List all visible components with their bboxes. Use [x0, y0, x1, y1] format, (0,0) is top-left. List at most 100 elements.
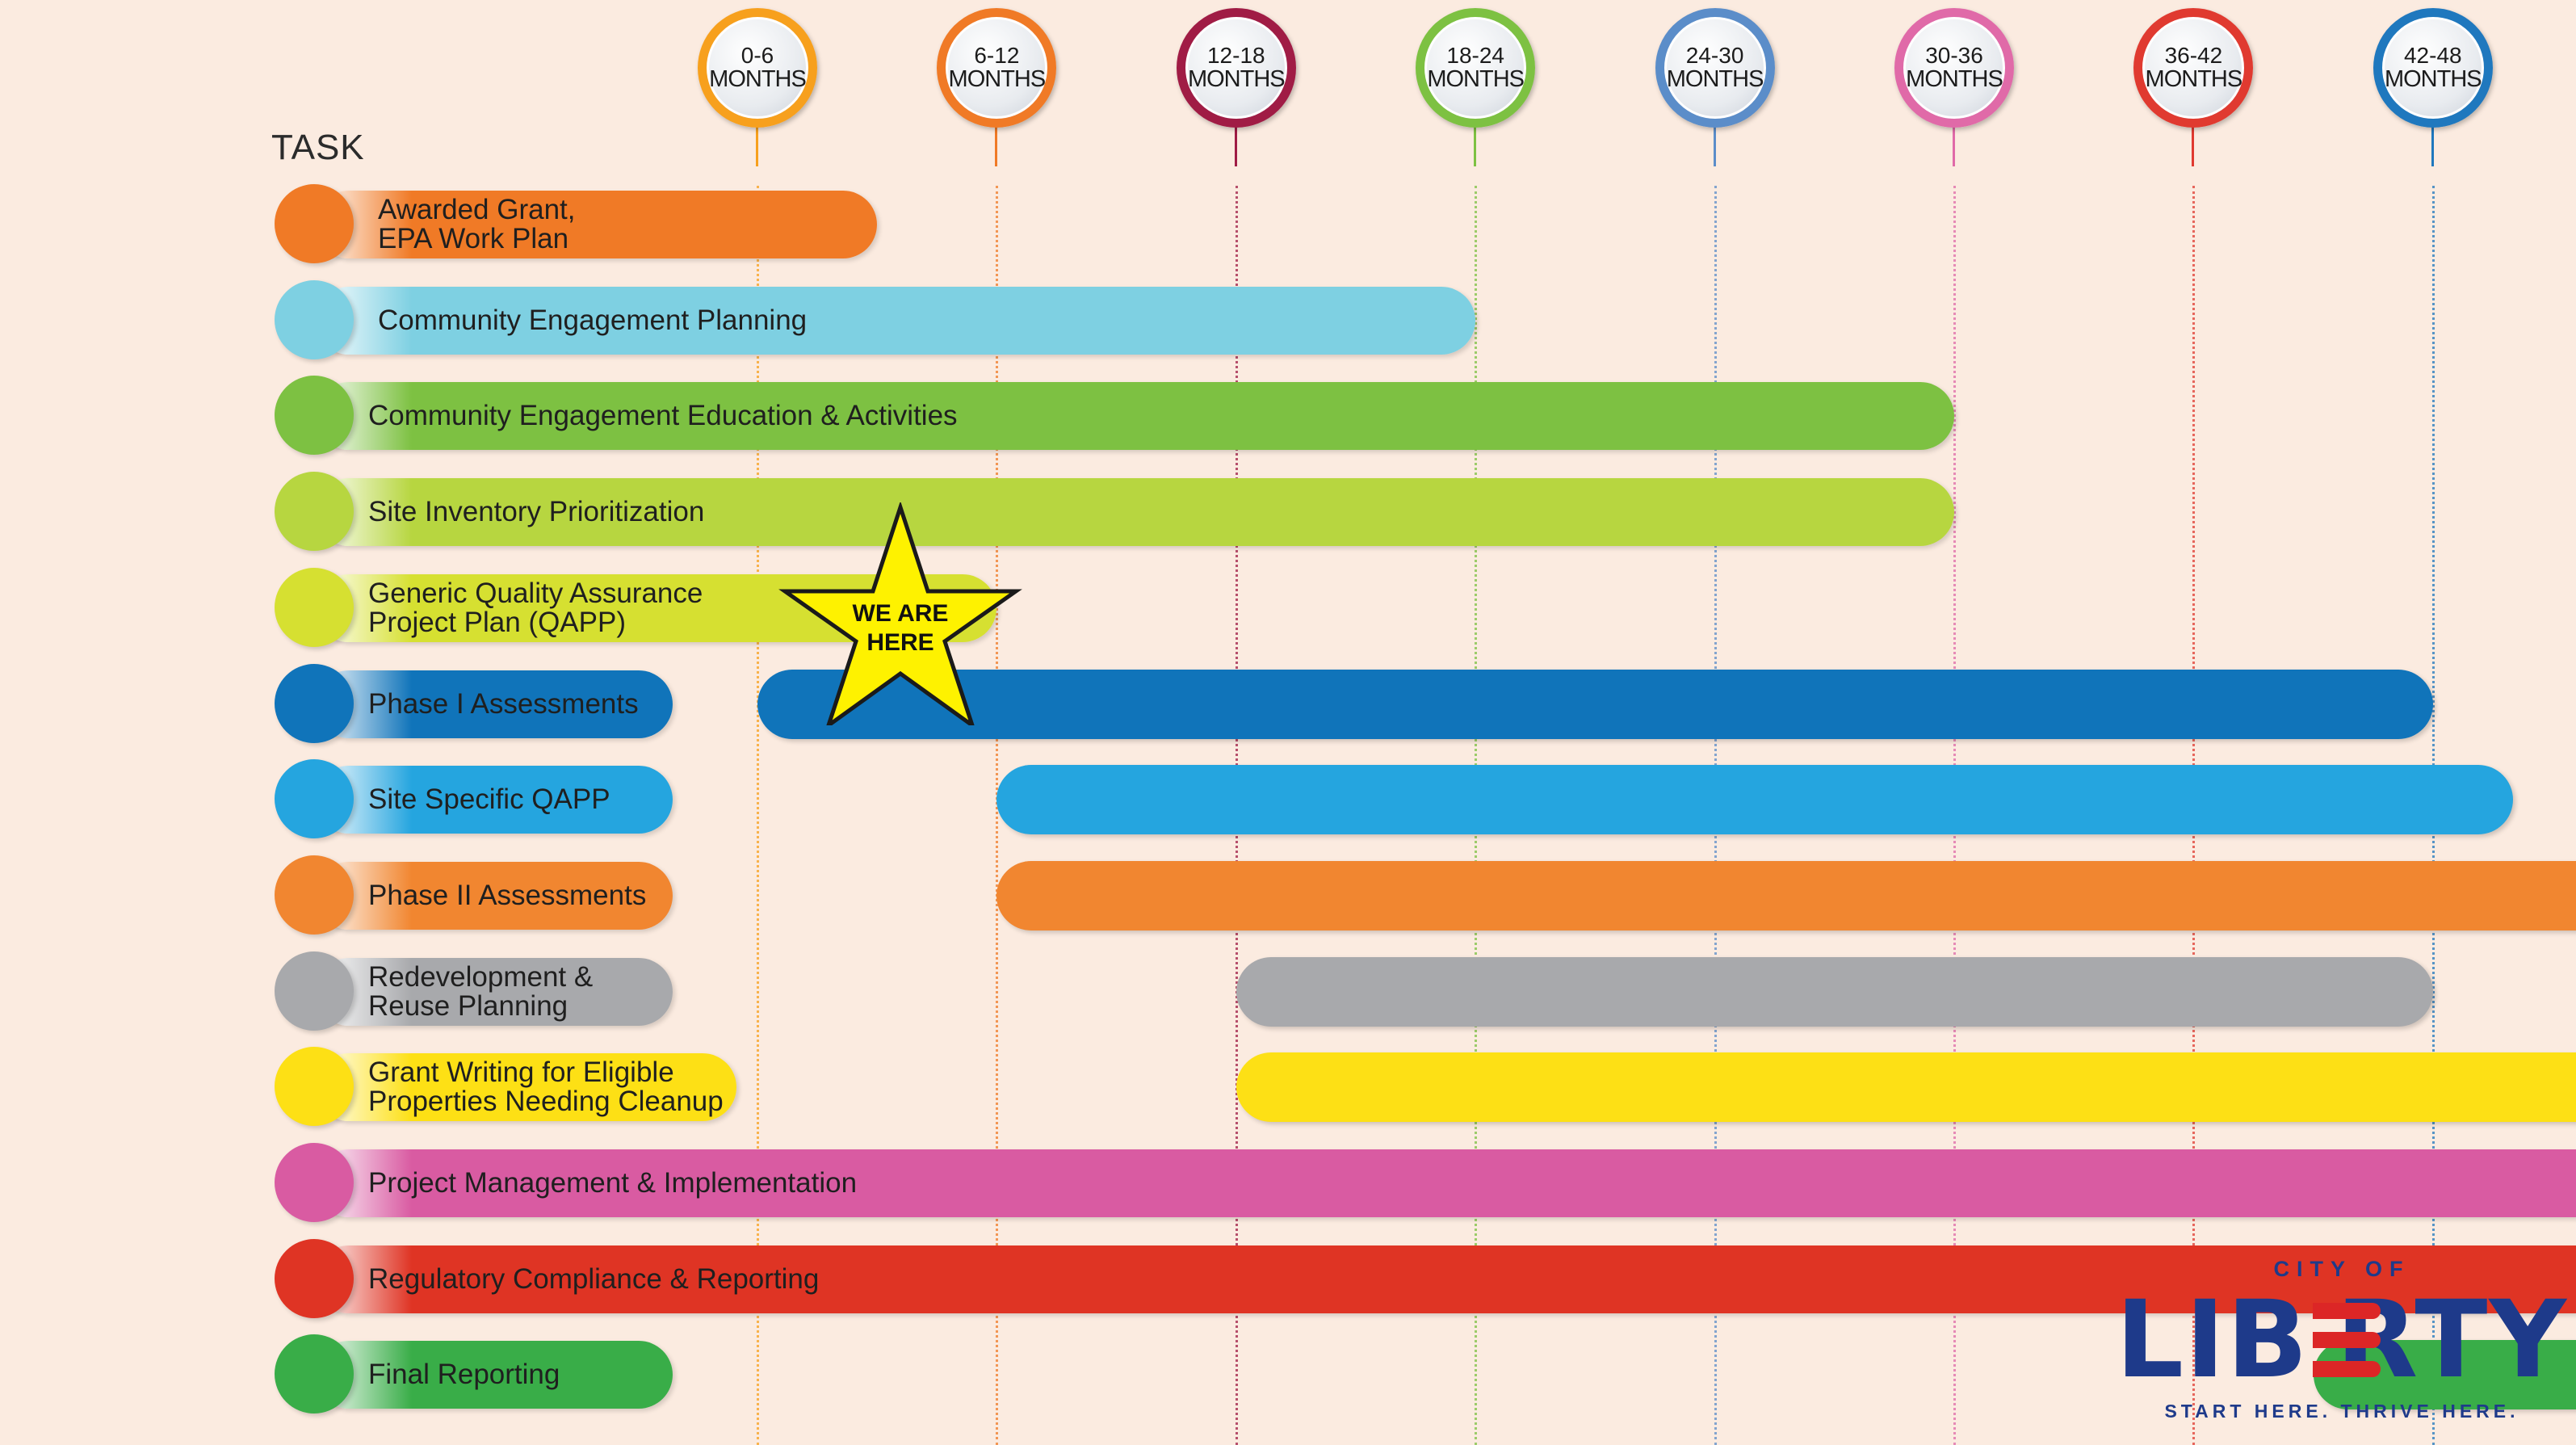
task-label-pill — [315, 861, 673, 930]
task-label: Project Management & Implementation — [368, 1143, 857, 1224]
task-label-pill — [315, 478, 1954, 547]
task-label-line: Phase I Assessments — [368, 687, 639, 720]
task-label-line: Awarded Grant, — [378, 194, 576, 225]
task-label-line: Generic Quality Assurance — [368, 577, 703, 609]
month-marker-pin — [2192, 121, 2195, 166]
month-marker-unit: MONTHS — [2384, 66, 2482, 92]
task-row: Phase I Assessments — [275, 663, 2132, 745]
task-label-line: Community Engagement Education & Activit… — [368, 400, 958, 432]
task-label-line: Reuse Planning — [368, 989, 568, 1022]
task-row: Phase II Assessments — [275, 855, 2132, 936]
month-marker-range: 12-18 — [1206, 43, 1265, 68]
month-marker-unit: MONTHS — [1666, 66, 1764, 92]
task-label-pill — [315, 1341, 673, 1409]
month-marker-pin — [756, 121, 758, 166]
task-label-line: Final Reporting — [368, 1359, 560, 1391]
task-label-pill — [315, 1149, 2576, 1217]
month-marker-unit: MONTHS — [709, 66, 807, 92]
task-label-line: EPA Work Plan — [378, 223, 569, 254]
month-marker-pin — [1713, 121, 1716, 166]
month-marker-42-48: 42-48 MONTHS — [2373, 8, 2493, 128]
month-marker-range: 42-48 — [2403, 43, 2462, 68]
task-row: Final Reporting — [275, 1334, 2132, 1415]
task-bullet-icon — [275, 759, 354, 839]
task-label: Phase II Assessments — [368, 855, 646, 936]
task-label-line: Redevelopment & — [368, 960, 594, 993]
task-label: Phase I Assessments — [368, 664, 639, 745]
month-marker-36-42: 36-42 MONTHS — [2133, 8, 2254, 128]
city-of-liberty-logo: CITY OF LIB RTY START HERE. THRIVE HERE. — [2116, 1252, 2568, 1430]
month-marker-unit: MONTHS — [1427, 66, 1525, 92]
task-row: Community Engagement Education & Activit… — [275, 376, 2132, 456]
month-marker-30-36: 30-36 MONTHS — [1894, 8, 2014, 128]
month-marker-unit: MONTHS — [948, 66, 1047, 92]
task-bullet-icon — [275, 855, 354, 935]
month-marker-pin — [1953, 121, 1955, 166]
task-label: Community Engagement Planning — [378, 280, 807, 361]
task-label-pill — [315, 670, 673, 738]
task-row: Site Specific QAPP — [275, 759, 2132, 840]
task-timeline-bar — [1236, 956, 2433, 1027]
month-marker-pin — [2431, 121, 2434, 166]
task-label: Final Reporting — [368, 1334, 560, 1415]
task-row: Generic Quality Assurance Project Plan (Q… — [275, 567, 2132, 649]
task-label: Site Specific QAPP — [368, 759, 610, 840]
task-label-pill — [315, 766, 673, 834]
task-row: Redevelopment & Reuse Planning — [275, 951, 2132, 1032]
task-label: Grant Writing for Eligible Properties Nee… — [368, 1047, 724, 1128]
task-label: Awarded Grant, EPA Work Plan — [378, 184, 576, 265]
task-label-line: Project Management & Implementation — [368, 1167, 858, 1199]
month-marker-24-30: 24-30 MONTHS — [1655, 8, 1775, 128]
task-row: Community Engagement Planning — [275, 279, 2132, 361]
task-bullet-icon — [275, 663, 354, 743]
task-bullet-icon — [275, 951, 354, 1031]
task-bullet-icon — [275, 376, 354, 456]
month-gridline — [757, 186, 759, 1445]
month-marker-unit: MONTHS — [2145, 66, 2243, 92]
task-bullet-icon — [275, 1238, 354, 1318]
task-bullet-icon — [275, 1143, 354, 1222]
month-gridline — [996, 186, 999, 1445]
logo-wordmark-left: LIB — [2116, 1278, 2310, 1402]
task-row: Grant Writing for Eligible Properties Nee… — [275, 1047, 2132, 1128]
month-marker-pin — [995, 121, 998, 166]
month-marker-pin — [1474, 121, 1477, 166]
task-label-pill — [315, 957, 673, 1026]
month-marker-0-6: 0-6 MONTHS — [698, 8, 817, 128]
we-are-here-star: WE ARE HERE — [775, 500, 1026, 731]
task-label-line: Site Inventory Prioritization — [368, 496, 705, 528]
month-marker-range: 0-6 — [740, 43, 774, 68]
task-label-pill — [315, 191, 878, 258]
task-row: Awarded Grant, EPA Work Plan — [275, 184, 2132, 265]
task-timeline-bar — [1236, 1052, 2576, 1123]
task-label: Redevelopment & Reuse Planning — [368, 951, 593, 1032]
logo-tagline: START HERE. THRIVE HERE. — [2164, 1401, 2519, 1422]
task-bullet-icon — [275, 1334, 354, 1414]
month-marker-unit: MONTHS — [1906, 66, 2003, 92]
task-label-pill — [315, 1053, 736, 1122]
task-label-line: Properties Needing Cleanup — [368, 1086, 724, 1118]
month-marker-6-12: 6-12 MONTHS — [937, 8, 1057, 128]
task-bullet-icon — [275, 279, 354, 359]
month-marker-range: 6-12 — [974, 43, 1020, 68]
task-row: Project Management & Implementation — [275, 1143, 2576, 1224]
month-marker-pin — [1234, 121, 1237, 166]
task-label-line: Site Specific QAPP — [368, 783, 610, 816]
month-marker-unit: MONTHS — [1187, 66, 1286, 92]
task-label-line: Regulatory Compliance & Reporting — [368, 1262, 820, 1295]
logo-city-of: CITY OF — [2273, 1257, 2410, 1281]
month-marker-12-18: 12-18 MONTHS — [1176, 8, 1296, 128]
star-icon — [778, 500, 1022, 731]
we-are-here-label: WE ARE HERE — [852, 600, 949, 656]
task-timeline-bar — [996, 860, 2576, 930]
task-label-line: Community Engagement Planning — [378, 304, 808, 336]
task-row: Regulatory Compliance & Reporting — [275, 1238, 2576, 1320]
month-marker-range: 18-24 — [1446, 43, 1504, 68]
task-column-header: TASK — [271, 128, 365, 167]
task-label-line: Phase II Assessments — [368, 879, 647, 911]
task-bullet-icon — [275, 472, 354, 552]
task-timeline-bar — [996, 765, 2513, 835]
flag-e-icon — [2312, 1295, 2381, 1385]
task-bullet-icon — [275, 1047, 354, 1127]
